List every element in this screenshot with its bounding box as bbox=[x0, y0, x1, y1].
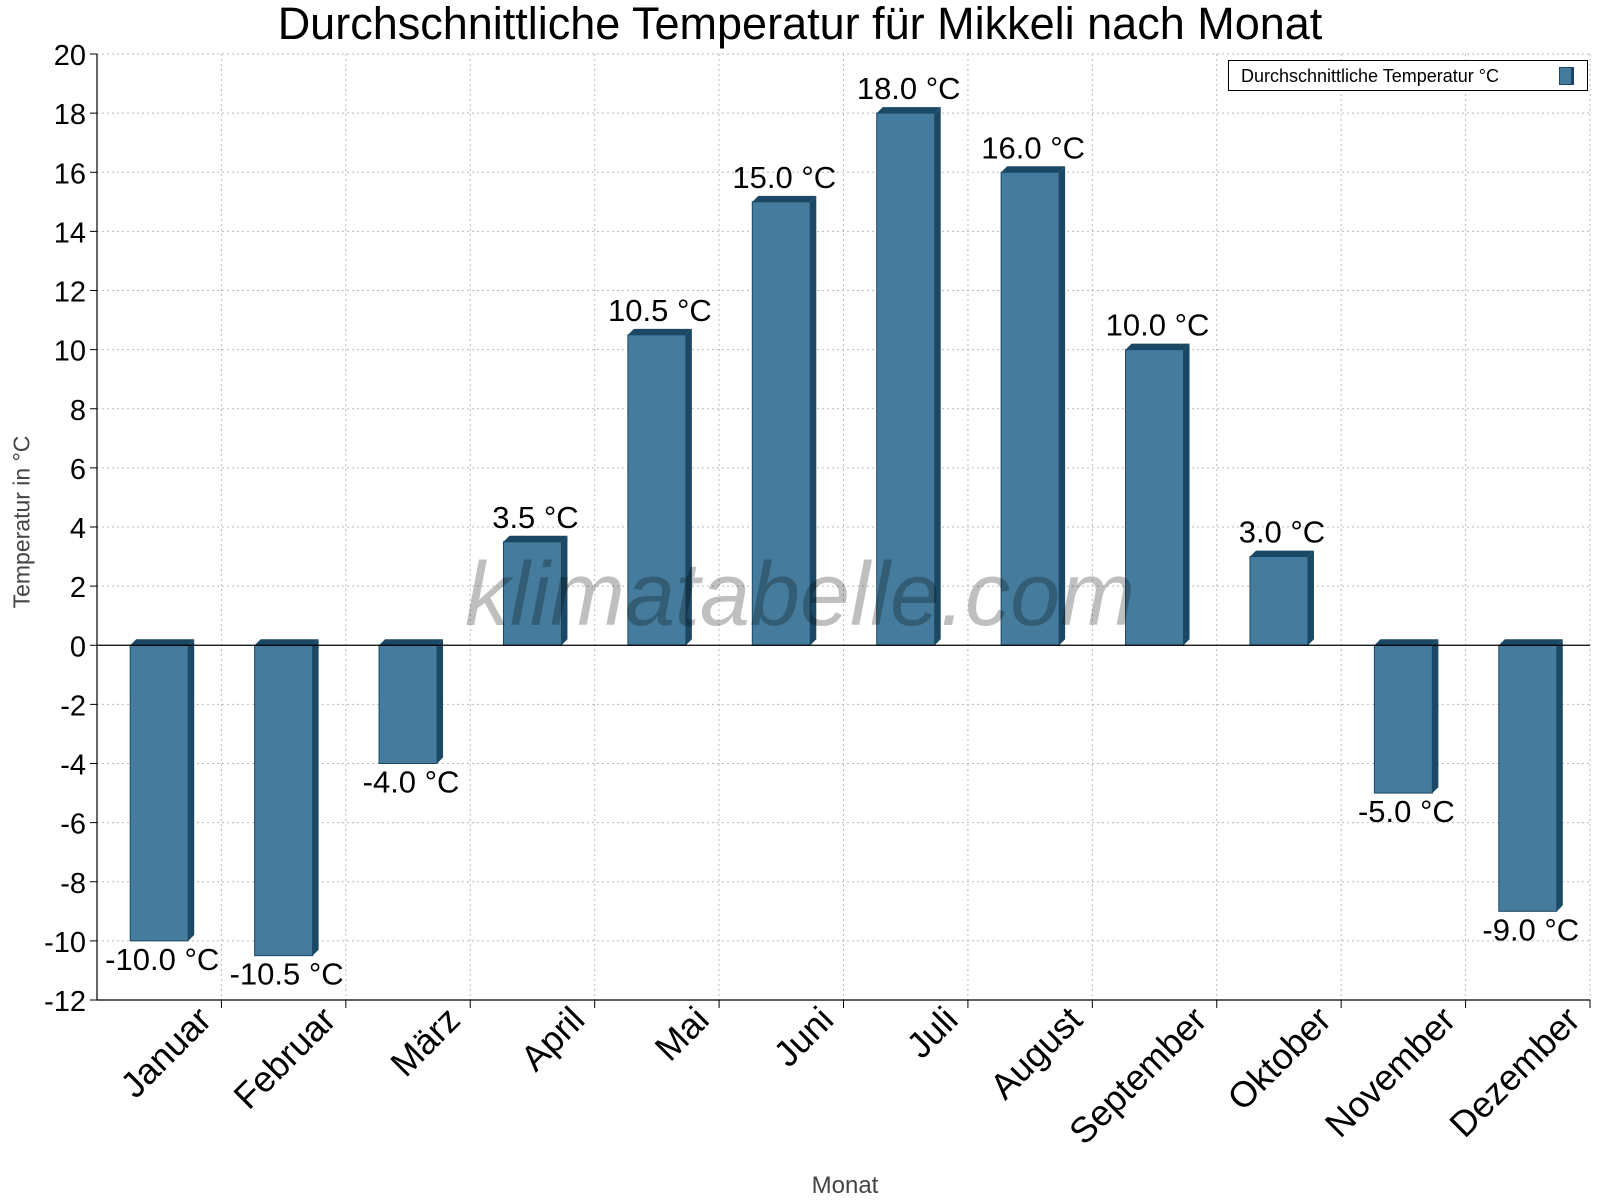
data-label: 3.5 °C bbox=[492, 500, 579, 535]
bar-front bbox=[378, 644, 438, 764]
x-tick-label: Oktober bbox=[1219, 999, 1339, 1119]
y-tick-label: 4 bbox=[70, 513, 86, 545]
data-label: -4.0 °C bbox=[363, 765, 460, 800]
legend: Durchschnittliche Temperatur °C bbox=[1228, 60, 1588, 91]
grid-lines bbox=[97, 53, 1591, 1001]
y-tick-label: -6 bbox=[60, 809, 86, 841]
y-tick-label: 16 bbox=[54, 158, 86, 190]
data-label: -10.5 °C bbox=[230, 957, 344, 992]
bar-front bbox=[1000, 171, 1060, 646]
y-tick-label: -2 bbox=[60, 690, 86, 722]
bar-top bbox=[503, 535, 568, 542]
bar-top bbox=[752, 195, 817, 202]
bar-top bbox=[254, 639, 319, 646]
bar-side bbox=[934, 107, 941, 646]
bar-side bbox=[1432, 639, 1439, 794]
y-tick-label: -8 bbox=[60, 868, 86, 900]
legend-swatch bbox=[1559, 67, 1572, 85]
y-tick-label: 10 bbox=[54, 336, 86, 368]
chart-title: Durchschnittliche Temperatur für Mikkeli… bbox=[277, 0, 1323, 49]
bar-top bbox=[379, 639, 444, 646]
bar-top bbox=[876, 107, 941, 114]
x-tick-label: Juni bbox=[765, 999, 841, 1075]
bar-april bbox=[502, 535, 568, 646]
x-tick-label: August bbox=[982, 999, 1090, 1107]
x-tick-label: Dezember bbox=[1441, 999, 1587, 1145]
bar-top bbox=[1498, 639, 1563, 646]
bar-front bbox=[254, 644, 314, 957]
bar-side bbox=[1183, 343, 1190, 646]
bar-top bbox=[1001, 166, 1066, 173]
bar-side bbox=[1059, 166, 1066, 646]
bar-side bbox=[561, 535, 568, 646]
bar-side bbox=[312, 639, 319, 956]
x-axis-title: Monat bbox=[811, 1172, 879, 1199]
y-tick-label: -12 bbox=[44, 986, 86, 1018]
y-tick-label: 8 bbox=[70, 395, 86, 427]
y-tick-label: 2 bbox=[70, 572, 86, 604]
data-label: -9.0 °C bbox=[1482, 912, 1579, 947]
y-tick-label: -4 bbox=[60, 750, 86, 782]
y-tick-label: -10 bbox=[44, 927, 86, 959]
y-tick-label: 20 bbox=[54, 40, 86, 72]
bar-august bbox=[1000, 166, 1066, 646]
bar-side bbox=[1307, 550, 1314, 646]
data-label: 15.0 °C bbox=[732, 160, 836, 195]
bar-front bbox=[129, 644, 189, 942]
y-tick-label: 14 bbox=[54, 217, 86, 249]
bar-januar bbox=[129, 639, 195, 942]
data-label: 10.0 °C bbox=[1106, 308, 1210, 343]
x-tick-label: März bbox=[382, 999, 468, 1085]
x-tick-label: November bbox=[1317, 999, 1463, 1145]
bar-top bbox=[1374, 639, 1439, 646]
bar-dezember bbox=[1498, 639, 1563, 912]
watermark: klimatabelle.com bbox=[465, 545, 1135, 645]
legend-entry-label: Durchschnittliche Temperatur °C bbox=[1241, 66, 1499, 86]
bar-mai bbox=[627, 328, 692, 646]
bar-top bbox=[130, 639, 195, 646]
data-label: 3.0 °C bbox=[1239, 515, 1326, 550]
bar-front bbox=[1373, 644, 1433, 794]
bar-juli bbox=[876, 107, 941, 646]
data-label: 18.0 °C bbox=[857, 71, 961, 106]
bar-front bbox=[876, 112, 936, 646]
x-tick-label: Mai bbox=[647, 999, 717, 1069]
bar-front bbox=[502, 541, 562, 646]
bar-top bbox=[627, 328, 692, 335]
bars bbox=[129, 107, 1563, 957]
y-tick-label: 18 bbox=[54, 99, 86, 131]
bar-oktober bbox=[1249, 550, 1314, 646]
bar-side bbox=[685, 328, 692, 646]
x-tick-label: Juli bbox=[898, 999, 965, 1066]
bar-side bbox=[437, 639, 444, 764]
y-tick-label: 12 bbox=[54, 277, 86, 309]
bar-side bbox=[810, 195, 817, 646]
bar-front bbox=[627, 334, 687, 646]
bar-front bbox=[751, 201, 811, 646]
x-tick-label: Januar bbox=[112, 999, 219, 1106]
bar-juni bbox=[751, 195, 817, 646]
x-tick-label: April bbox=[512, 999, 592, 1079]
bar-front bbox=[1125, 349, 1185, 646]
bar-side bbox=[188, 639, 195, 941]
bar-februar bbox=[254, 639, 319, 957]
data-label: -5.0 °C bbox=[1358, 794, 1455, 829]
bar-märz bbox=[378, 639, 444, 764]
bar-front bbox=[1249, 556, 1309, 646]
bar-top bbox=[1249, 550, 1314, 557]
bar-top bbox=[1125, 343, 1190, 350]
bar-side bbox=[1556, 639, 1563, 912]
data-label: 10.5 °C bbox=[608, 293, 712, 328]
bar-november bbox=[1373, 639, 1439, 794]
x-tick-label: Februar bbox=[225, 999, 343, 1117]
data-label: 16.0 °C bbox=[981, 130, 1085, 165]
bar-september bbox=[1125, 343, 1190, 646]
y-tick-label: 6 bbox=[70, 454, 86, 486]
data-label: -10.0 °C bbox=[105, 942, 219, 977]
data-labels: -10.0 °C -10.5 °C -4.0 °C 3.5 °C 10.5 °C 15.0… bbox=[105, 71, 1579, 992]
y-tick-label: 0 bbox=[70, 631, 86, 663]
bar-front bbox=[1498, 644, 1558, 912]
